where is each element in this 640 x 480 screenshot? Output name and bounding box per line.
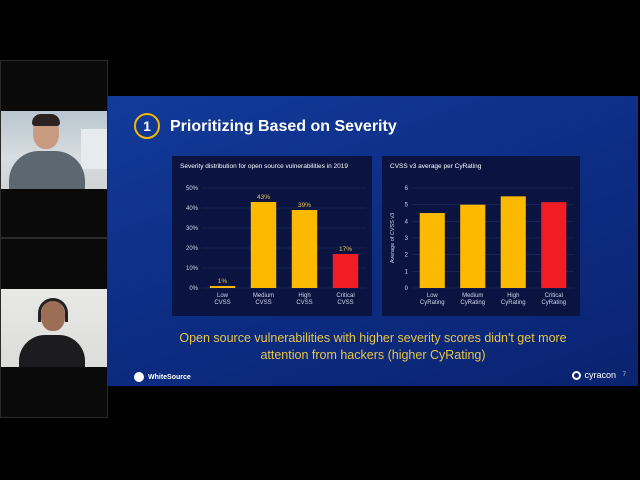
- caption-line-2: attention from hackers (higher CyRating): [260, 348, 486, 362]
- category-label: Low: [217, 293, 229, 299]
- category-label: Low: [427, 293, 439, 299]
- category-label: CVSS: [296, 300, 312, 306]
- y-tick-label: 2: [405, 253, 409, 259]
- caption-line-1: Open source vulnerabilities with higher …: [179, 331, 567, 345]
- participant-hair: [32, 114, 60, 126]
- category-label: CVSS: [337, 300, 353, 306]
- y-tick-label: 20%: [186, 246, 199, 252]
- y-tick-label: 40%: [186, 206, 199, 212]
- y-axis-label: Average of CVSS v3: [390, 213, 396, 263]
- y-tick-label: 5: [405, 203, 409, 209]
- chart-title: CVSS v3 average per CyRating: [390, 163, 482, 170]
- bar: [209, 286, 236, 288]
- category-label: CyRating: [420, 300, 445, 306]
- category-label: CVSS: [255, 300, 271, 306]
- y-tick-label: 30%: [186, 226, 199, 232]
- cyracon-label: cyracon: [584, 370, 616, 380]
- category-label: High: [298, 293, 310, 299]
- headphones-icon: [38, 298, 68, 322]
- category-label: Critical: [545, 293, 563, 299]
- category-label: Medium: [253, 293, 274, 299]
- bar: [460, 204, 486, 288]
- category-label: CyRating: [501, 300, 526, 306]
- category-label: Critical: [336, 293, 354, 299]
- cyracon-logo: cyracon: [572, 370, 616, 380]
- bar: [419, 213, 445, 288]
- participant-body: [19, 335, 85, 367]
- y-tick-label: 50%: [186, 186, 199, 192]
- background-shelf: [81, 129, 107, 169]
- participant-video-1: [1, 111, 107, 189]
- slide-number-badge: 1: [134, 113, 160, 139]
- data-label: 43%: [257, 194, 270, 201]
- category-label: CyRating: [541, 300, 566, 306]
- y-tick-label: 4: [405, 219, 409, 225]
- bar: [500, 196, 526, 288]
- cyracon-icon: [572, 370, 582, 380]
- bar: [291, 210, 318, 288]
- y-tick-label: 10%: [186, 266, 199, 272]
- y-tick-label: 1: [405, 269, 409, 275]
- category-label: CVSS: [214, 300, 230, 306]
- participant-body: [9, 151, 85, 189]
- category-label: Medium: [462, 293, 483, 299]
- cvss-per-cyrating-panel: CVSS v3 average per CyRating 0 1 2 3 4 5 6 Aver…: [382, 156, 580, 316]
- chart-title: Severity distribution for open source vu…: [180, 163, 349, 170]
- participant-video-2: [1, 289, 107, 367]
- y-tick-label: 0: [405, 286, 409, 292]
- y-tick-label: 3: [405, 236, 409, 242]
- data-label: 17%: [339, 246, 352, 253]
- whitesource-label: WhiteSource: [148, 373, 191, 381]
- y-tick-label: 6: [405, 186, 409, 192]
- whitesource-logo: WhiteSource: [134, 372, 191, 382]
- severity-distribution-panel: Severity distribution for open source vu…: [172, 156, 372, 316]
- slide-caption: Open source vulnerabilities with higher …: [138, 330, 608, 364]
- data-label: 1%: [218, 278, 228, 285]
- y-tick-label: 0%: [189, 286, 198, 292]
- slide-title: Prioritizing Based on Severity: [170, 118, 397, 135]
- category-label: High: [507, 293, 519, 299]
- whitesource-icon: [134, 372, 144, 382]
- shared-slide: 1 Prioritizing Based on Severity Severit…: [108, 96, 638, 386]
- bar: [541, 202, 567, 288]
- bar: [332, 254, 359, 288]
- category-label: CyRating: [460, 300, 485, 306]
- data-label: 39%: [298, 202, 311, 209]
- slide-page-number: 7: [622, 372, 626, 378]
- severity-distribution-chart: 0%10%20%30%40%50%1%LowCVSS43%MediumCVSS3…: [186, 186, 366, 306]
- participant-tile-1[interactable]: [0, 60, 108, 238]
- participant-tile-2[interactable]: [0, 238, 108, 418]
- bar: [250, 202, 277, 288]
